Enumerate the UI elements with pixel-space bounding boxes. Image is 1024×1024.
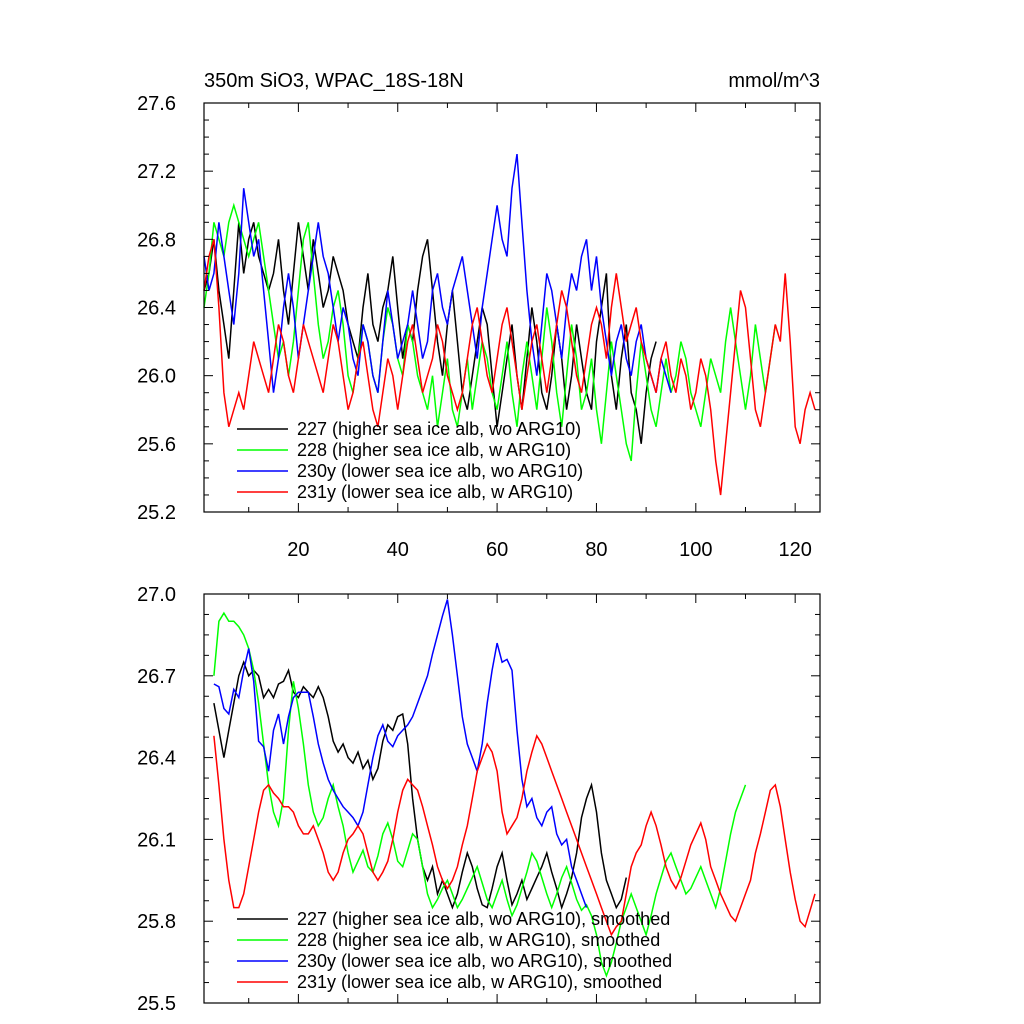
top-legend-label-0: 227 (higher sea ice alb, wo ARG10) <box>297 419 581 439</box>
top-title-left: 350m SiO3, WPAC_18S-18N <box>204 70 464 92</box>
bottom-series-line-2 <box>213 599 588 908</box>
top-y-tick-label: 26.0 <box>137 366 176 388</box>
top-x-tick-label: 60 <box>486 539 508 561</box>
top-y-tick-label: 26.4 <box>137 298 176 320</box>
bottom-series-line-3 <box>213 733 816 937</box>
bottom-y-tick-label: 25.8 <box>137 911 176 933</box>
top-series-line-1 <box>203 202 777 462</box>
bottom-panel: 25.5 25.8 26.1 26.4 26.7 27.0 227 (higher sea … <box>137 584 821 1015</box>
top-y-tick-label: 27.2 <box>137 161 176 183</box>
bottom-series-line-1 <box>213 611 747 978</box>
bottom-legend-label-3: 231y (lower sea ice alb, w ARG10), smoot… <box>297 972 662 992</box>
top-x-tick-label: 40 <box>387 539 409 561</box>
top-legend-label-1: 228 (higher sea ice alb, w ARG10) <box>297 440 571 460</box>
bottom-y-tick-label: 26.7 <box>137 666 176 688</box>
bottom-y-tick-label: 25.5 <box>137 993 176 1015</box>
top-legend-label-2: 230y (lower sea ice alb, wo ARG10) <box>297 461 583 481</box>
top-series-line-0 <box>203 222 657 444</box>
top-x-tick-label: 100 <box>679 539 712 561</box>
top-y-tick-label: 25.6 <box>137 434 176 456</box>
bottom-legend-label-0: 227 (higher sea ice alb, wo ARG10), smoo… <box>297 909 670 929</box>
top-legend-label-3: 231y (lower sea ice alb, w ARG10) <box>297 482 573 502</box>
bottom-y-tick-label: 26.4 <box>137 748 176 770</box>
top-panel: 350m SiO3, WPAC_18S-18N mmol/m^3 20 40 60 8… <box>137 70 821 561</box>
top-x-tick-label: 120 <box>778 539 811 561</box>
top-series-line-2 <box>203 153 672 393</box>
bottom-legend-label-2: 230y (lower sea ice alb, wo ARG10), smoo… <box>297 951 672 971</box>
top-x-tick-label: 20 <box>287 539 309 561</box>
top-series-line-3 <box>203 239 816 496</box>
top-y-tick-label: 26.8 <box>137 229 176 251</box>
bottom-y-tick-label: 26.1 <box>137 829 176 851</box>
bottom-y-tick-label: 27.0 <box>137 584 176 606</box>
top-y-tick-label: 25.2 <box>137 502 176 524</box>
top-y-tick-label: 27.6 <box>137 93 176 115</box>
bottom-legend-label-1: 228 (higher sea ice alb, w ARG10), smoot… <box>297 930 660 950</box>
top-x-tick-label: 80 <box>585 539 607 561</box>
top-title-right: mmol/m^3 <box>728 70 820 92</box>
